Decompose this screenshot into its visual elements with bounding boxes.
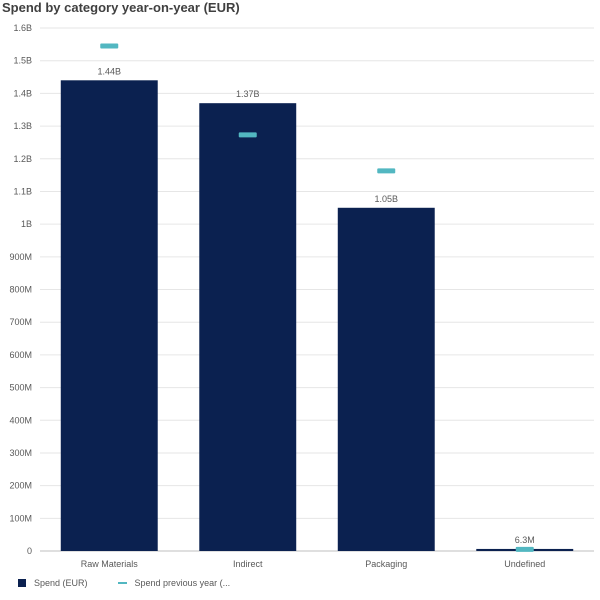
y-tick-label: 400M: [9, 415, 32, 425]
previous-year-markers: [100, 43, 534, 552]
legend-label-spend: Spend (EUR): [34, 578, 88, 588]
y-tick-label: 1.4B: [13, 88, 32, 98]
legend-swatch-bar: [18, 579, 26, 587]
x-category-label: Undefined: [504, 559, 545, 569]
y-tick-label: 0: [27, 546, 32, 556]
y-tick-label: 800M: [9, 285, 32, 295]
bar-series: [60, 80, 574, 552]
bar-data-label: 1.37B: [236, 89, 260, 99]
y-tick-label: 300M: [9, 448, 32, 458]
y-tick-label: 700M: [9, 317, 32, 327]
y-tick-label: 1B: [21, 219, 32, 229]
previous-year-marker[interactable]: [100, 43, 119, 49]
y-tick-label: 200M: [9, 481, 32, 491]
y-tick-label: 900M: [9, 252, 32, 262]
bar-data-label: 1.05B: [374, 194, 398, 204]
previous-year-marker[interactable]: [515, 546, 534, 552]
y-tick-label: 100M: [9, 513, 32, 523]
chart-title: Spend by category year-on-year (EUR): [2, 0, 240, 15]
y-tick-label: 600M: [9, 350, 32, 360]
legend-swatch-line: [117, 582, 127, 584]
bar[interactable]: [337, 207, 435, 551]
legend-item-spend[interactable]: Spend (EUR): [18, 578, 88, 588]
data-labels: 1.44B 1.37B 1.05B 6.3M: [97, 66, 534, 545]
bar-data-label: 1.44B: [97, 66, 121, 76]
previous-year-marker[interactable]: [238, 132, 257, 138]
bar[interactable]: [199, 103, 297, 552]
x-axis-categories: Raw Materials Indirect Packaging Undefined: [81, 559, 546, 569]
bar-data-label: 6.3M: [515, 535, 535, 545]
legend-label-previous-year: Spend previous year (...: [134, 578, 231, 588]
y-tick-label: 1.5B: [13, 56, 32, 66]
x-category-label: Packaging: [365, 559, 407, 569]
y-tick-label: 1.1B: [13, 186, 32, 196]
y-tick-label: 1.2B: [13, 154, 32, 164]
y-axis-ticks: 0 100M 200M 300M 400M 500M 600M 700M 800M 900M 1B 1…: [9, 23, 32, 556]
legend-item-previous-year[interactable]: Spend previous year (...: [117, 578, 231, 588]
x-category-label: Raw Materials: [81, 559, 139, 569]
y-tick-label: 500M: [9, 383, 32, 393]
legend[interactable]: Spend (EUR) Spend previous year (...: [18, 578, 260, 588]
bar[interactable]: [60, 80, 158, 552]
y-tick-label: 1.6B: [13, 23, 32, 33]
y-tick-label: 1.3B: [13, 121, 32, 131]
x-category-label: Indirect: [233, 559, 263, 569]
previous-year-marker[interactable]: [377, 168, 396, 174]
